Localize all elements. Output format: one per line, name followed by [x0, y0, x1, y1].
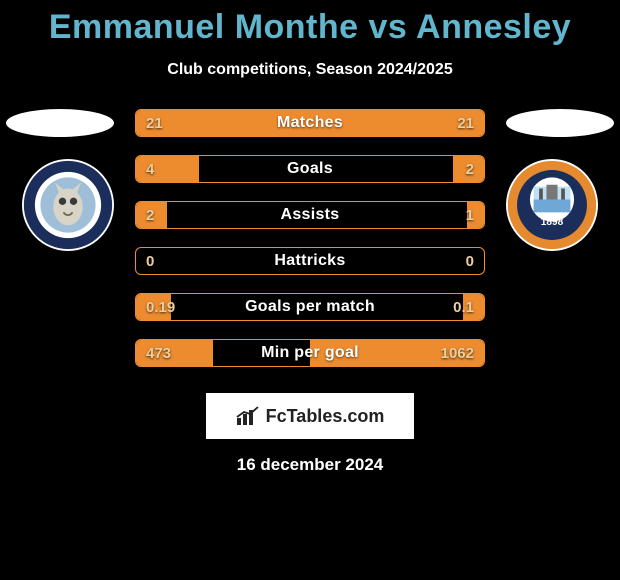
stat-label: Assists: [280, 206, 339, 224]
stat-label: Goals: [287, 160, 333, 178]
stat-row: 0 Hattricks 0: [135, 247, 485, 275]
stats-column: 21 Matches 21 4 Goals 2 2 Assists 1 0 Hattricks 0 0.…: [135, 109, 485, 367]
fctables-logo-icon: [236, 406, 260, 426]
stat-label: Goals per match: [245, 298, 375, 316]
stat-value-right: 0.1: [453, 299, 474, 316]
stat-value-right: 1: [466, 207, 474, 224]
subtitle: Club competitions, Season 2024/2025: [0, 61, 620, 79]
branding-badge: FcTables.com: [206, 393, 414, 439]
right-club-crest: 1898: [506, 159, 598, 251]
stat-label: Hattricks: [274, 252, 345, 270]
stat-label: Matches: [277, 114, 343, 132]
stat-value-right: 2: [466, 161, 474, 178]
braintree-crest-icon: 1898: [506, 159, 598, 251]
date-text: 16 december 2024: [0, 455, 620, 475]
left-club-crest: [22, 159, 114, 251]
stat-row: 0.19 Goals per match 0.1: [135, 293, 485, 321]
oldham-crest-icon: [22, 159, 114, 251]
stat-value-left: 2: [146, 207, 154, 224]
stat-label: Min per goal: [261, 344, 359, 362]
stat-value-right: 21: [457, 115, 474, 132]
stat-row: 2 Assists 1: [135, 201, 485, 229]
page-title: Emmanuel Monthe vs Annesley: [0, 0, 620, 47]
left-player-oval: [6, 109, 114, 137]
stat-row: 21 Matches 21: [135, 109, 485, 137]
stat-value-left: 21: [146, 115, 163, 132]
stat-value-right: 1062: [441, 345, 474, 362]
stat-value-left: 0: [146, 253, 154, 270]
stat-value-left: 473: [146, 345, 171, 362]
stat-value-right: 0: [466, 253, 474, 270]
stat-value-left: 0.19: [146, 299, 175, 316]
svg-text:1898: 1898: [541, 217, 564, 228]
stat-row: 4 Goals 2: [135, 155, 485, 183]
right-player-oval: [506, 109, 614, 137]
stat-row: 473 Min per goal 1062: [135, 339, 485, 367]
comparison-area: 1898 21 Matches 21 4 Goals 2 2 Assists 1 0 Hattric…: [0, 109, 620, 367]
stat-value-left: 4: [146, 161, 154, 178]
branding-text: FcTables.com: [266, 406, 385, 427]
